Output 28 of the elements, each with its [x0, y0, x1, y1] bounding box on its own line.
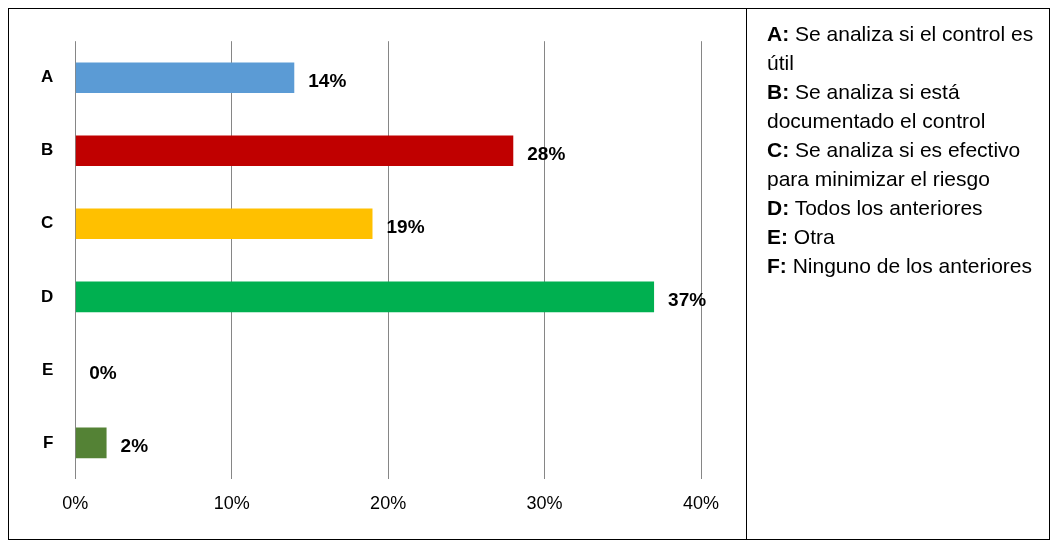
bar	[75, 208, 373, 240]
y-tick-label: D	[41, 286, 54, 306]
bar	[75, 62, 295, 94]
y-tick-label: F	[42, 432, 54, 452]
y-tick-label: A	[41, 67, 54, 87]
data-label: 2%	[120, 435, 149, 457]
text: B: Se analiza si está documentado el control	[767, 80, 986, 132]
data-label: 14%	[308, 69, 347, 91]
x-tick-label: 0%	[62, 493, 89, 514]
text: A: Se analiza si el control es útil	[767, 22, 1034, 74]
y-tick-label: C	[41, 213, 54, 233]
data-label: 19%	[386, 216, 425, 238]
text: F: Ninguno de los anteriores	[767, 254, 1032, 277]
text: D: Todos los anteriores	[767, 196, 983, 219]
x-tick-label: 40%	[682, 493, 720, 514]
text: C: Se analiza si es efectivo para minimizar el riesgo	[767, 138, 1021, 190]
x-tick-label: 10%	[213, 493, 250, 514]
bar	[75, 281, 655, 313]
data-label: 37%	[668, 289, 707, 311]
data-label: 0%	[89, 362, 117, 384]
bar	[75, 427, 107, 459]
text: E: Otra	[767, 225, 835, 248]
bar	[75, 135, 514, 167]
y-tick-label: B	[41, 140, 54, 160]
x-tick-label: 30%	[526, 493, 563, 514]
data-label: 28%	[527, 142, 566, 164]
y-tick-label: E	[41, 359, 54, 379]
x-tick-label: 20%	[370, 493, 407, 514]
